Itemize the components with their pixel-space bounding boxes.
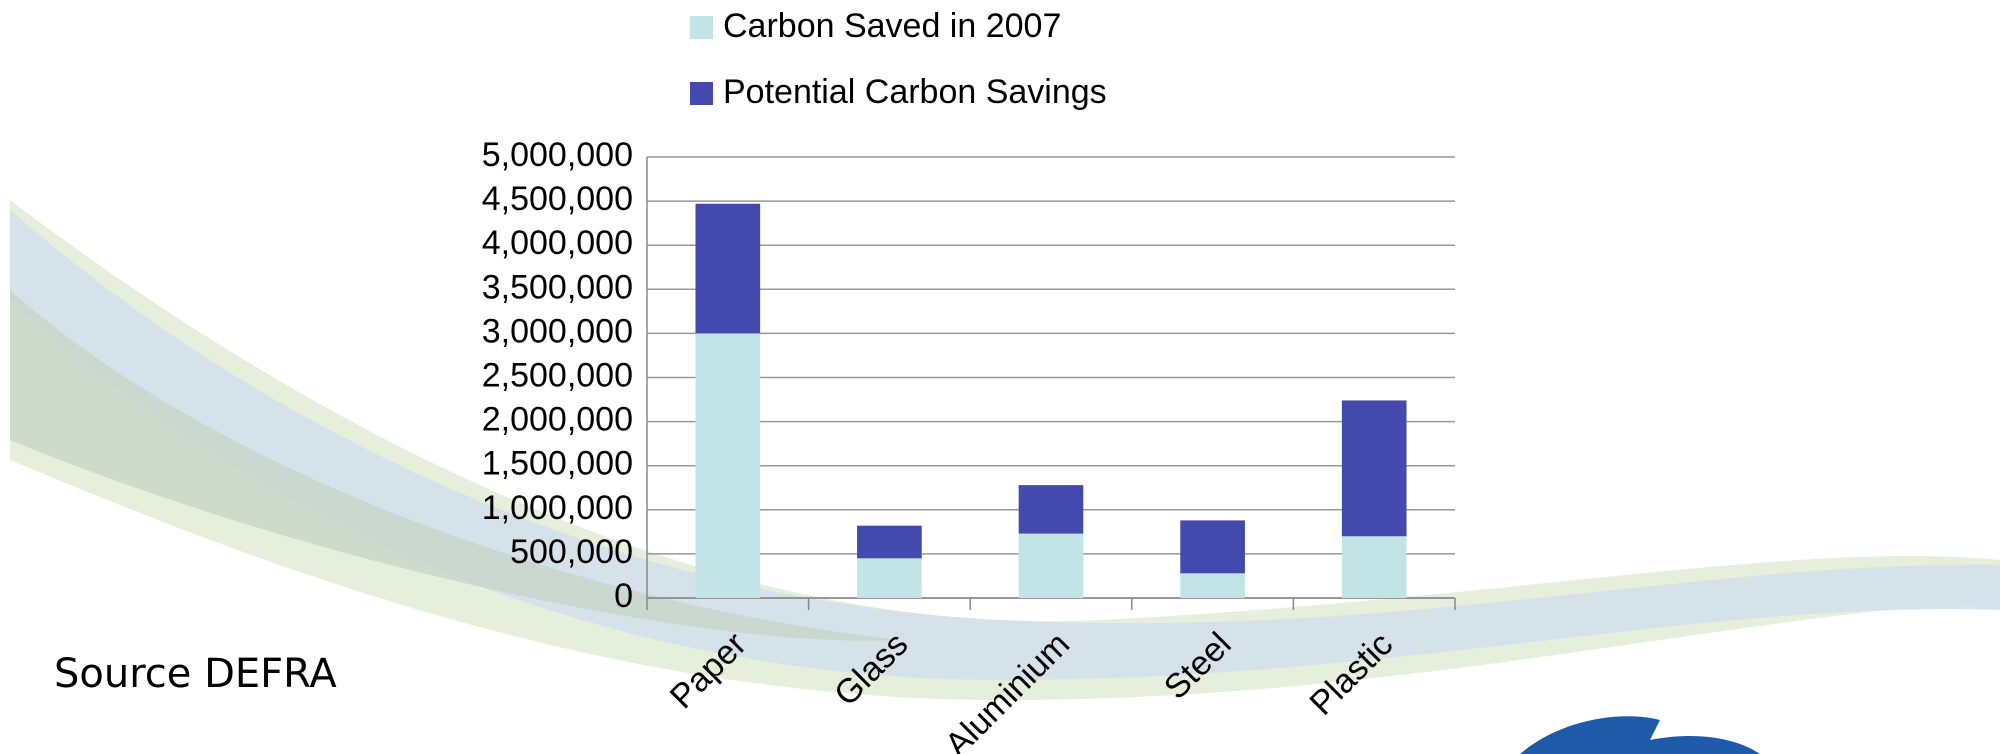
bar-segment (1180, 520, 1245, 574)
bar-segment (1341, 536, 1407, 598)
bar-segment (857, 558, 922, 598)
y-tick-label: 5,000,000 (482, 136, 633, 174)
bar-segment (1341, 400, 1407, 537)
y-tick-label: 4,000,000 (482, 224, 633, 262)
y-tick-label: 1,500,000 (482, 445, 633, 483)
bar-segment (695, 333, 761, 598)
source-note: Source DEFRA (54, 651, 337, 697)
y-tick-label: 1,000,000 (482, 489, 633, 527)
bar-segment (1018, 533, 1084, 598)
legend-swatch (690, 16, 713, 39)
legend-label: Potential Carbon Savings (723, 73, 1107, 111)
y-tick-label: 500,000 (510, 533, 633, 571)
bar-segment (695, 203, 761, 334)
y-tick-label: 2,000,000 (482, 401, 633, 439)
y-tick-label: 3,500,000 (482, 268, 633, 306)
y-tick-label: 2,500,000 (482, 356, 633, 394)
bar-segment (1018, 485, 1084, 534)
bar-segment (1180, 573, 1245, 598)
legend-label: Carbon Saved in 2007 (723, 7, 1061, 45)
background-swoosh (10, 200, 2000, 754)
y-tick-label: 4,500,000 (482, 180, 633, 218)
y-tick-label: 3,000,000 (482, 312, 633, 350)
bar-segment (857, 525, 922, 559)
legend-swatch (690, 82, 713, 105)
y-tick-label: 0 (614, 577, 633, 615)
